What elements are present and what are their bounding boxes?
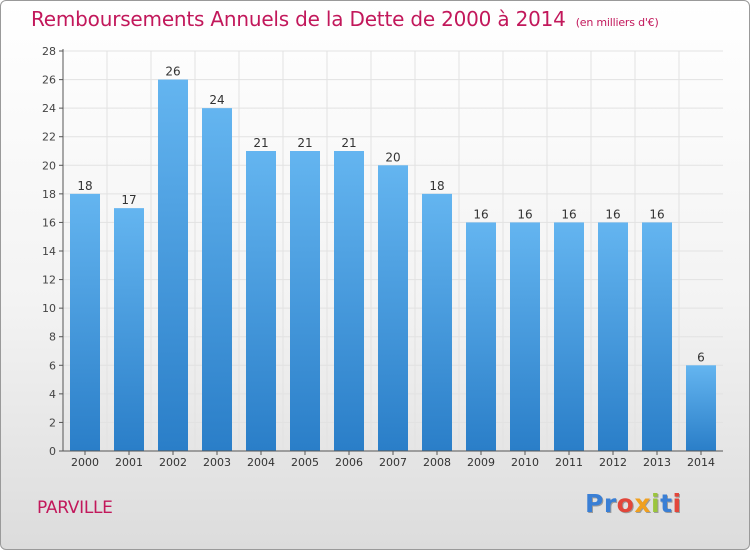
bar — [510, 222, 540, 451]
x-tick-label: 2002 — [159, 456, 187, 469]
bar — [686, 365, 716, 451]
bar-value-label: 21 — [297, 136, 312, 150]
bar-value-label: 17 — [121, 193, 136, 207]
y-tick-label: 28 — [42, 45, 56, 58]
y-tick-label: 16 — [42, 216, 56, 229]
y-tick-label: 20 — [42, 159, 56, 172]
x-tick-label: 2006 — [335, 456, 363, 469]
x-tick-label: 2010 — [511, 456, 539, 469]
bar-value-label: 21 — [253, 136, 268, 150]
bar-value-label: 24 — [209, 93, 224, 107]
y-tick-label: 14 — [42, 245, 56, 258]
commune-name: PARVILLE — [37, 498, 113, 518]
y-tick-label: 24 — [42, 102, 56, 115]
bar — [598, 222, 628, 451]
y-tick-label: 10 — [42, 302, 56, 315]
title-unit: (en milliers d'€) — [575, 16, 659, 29]
x-tick-label: 2008 — [423, 456, 451, 469]
bar — [334, 151, 364, 451]
y-tick-label: 18 — [42, 188, 56, 201]
logo-letter: x — [634, 489, 651, 518]
title-text: Remboursements Annuels de la Dette de 20… — [31, 7, 566, 31]
bar — [554, 222, 584, 451]
x-tick-label: 2009 — [467, 456, 495, 469]
x-tick-label: 2012 — [599, 456, 627, 469]
x-tick-label: 2014 — [687, 456, 715, 469]
bar-value-label: 16 — [473, 207, 488, 221]
chart-title: Remboursements Annuels de la Dette de 20… — [31, 7, 659, 31]
y-tick-label: 26 — [42, 74, 56, 87]
y-tick-label: 8 — [49, 331, 56, 344]
logo-letter: i — [651, 489, 661, 518]
bar-value-label: 6 — [697, 350, 705, 364]
bar-value-label: 20 — [385, 150, 400, 164]
y-tick-label: 12 — [42, 274, 56, 287]
x-tick-label: 2007 — [379, 456, 407, 469]
x-tick-label: 2004 — [247, 456, 275, 469]
x-tick-label: 2011 — [555, 456, 583, 469]
y-tick-label: 22 — [42, 131, 56, 144]
proxiti-logo: Proxiti — [585, 489, 682, 518]
bar-value-label: 16 — [605, 207, 620, 221]
bar — [466, 222, 496, 451]
bar — [642, 222, 672, 451]
x-tick-label: 2005 — [291, 456, 319, 469]
logo-letter: i — [672, 489, 682, 518]
logo-letter: t — [660, 489, 673, 518]
x-tick-label: 2003 — [203, 456, 231, 469]
bar — [114, 208, 144, 451]
bar-value-label: 26 — [165, 65, 180, 79]
bar-value-label: 16 — [517, 207, 532, 221]
y-tick-label: 6 — [49, 359, 56, 372]
y-tick-label: 0 — [49, 445, 56, 458]
bar — [70, 193, 100, 451]
logo-letter: r — [603, 489, 617, 518]
logo-letter: o — [616, 489, 635, 518]
y-tick-label: 2 — [49, 416, 56, 429]
bar-value-label: 16 — [561, 207, 576, 221]
bar — [158, 79, 188, 452]
bar — [246, 151, 276, 451]
bar — [202, 108, 232, 452]
bar — [378, 165, 408, 452]
bar-value-label: 21 — [341, 136, 356, 150]
bar-value-label: 16 — [649, 207, 664, 221]
bars: 18 17 26 24 21 21 21 20 18 16 16 16 16 16 6 — [70, 65, 716, 452]
y-tick-label: 4 — [49, 388, 56, 401]
bar-value-label: 18 — [77, 179, 92, 193]
bar — [290, 151, 320, 451]
x-tick-label: 2001 — [115, 456, 143, 469]
bar — [422, 193, 452, 451]
bar-value-label: 18 — [429, 179, 444, 193]
logo-letter: P — [585, 489, 604, 518]
x-tick-label: 2013 — [643, 456, 671, 469]
x-tick-label: 2000 — [71, 456, 99, 469]
